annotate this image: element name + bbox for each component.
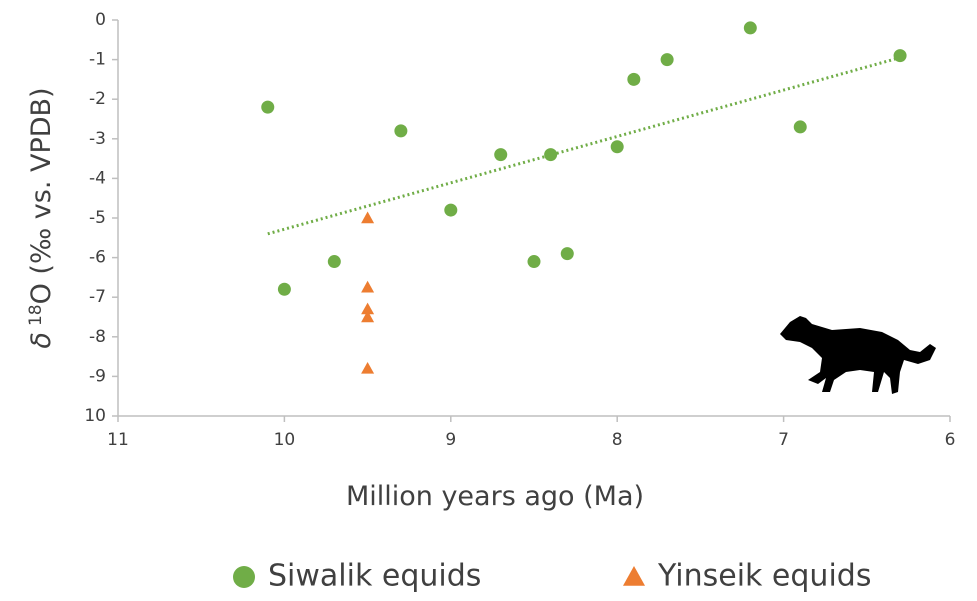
- point: [361, 211, 375, 224]
- point: [527, 255, 541, 269]
- y-tick-label: -2: [89, 89, 106, 109]
- y-label-text: O (‰ vs. VPDB): [26, 87, 57, 304]
- y-tick-label: -4: [89, 168, 106, 188]
- legend-label: Siwalik equids: [268, 559, 481, 594]
- y-tick-label: -7: [89, 287, 106, 307]
- point: [544, 148, 558, 162]
- y-tick-label: -6: [89, 248, 106, 268]
- point: [327, 255, 341, 269]
- x-tick-label: 9: [445, 430, 456, 450]
- point: [277, 282, 291, 296]
- point: [361, 310, 375, 323]
- legend-marker: [233, 566, 255, 588]
- y-tick-label: -5: [89, 208, 106, 228]
- x-tick-label: 8: [612, 430, 623, 450]
- point: [361, 302, 375, 315]
- y-label-symbol: δ: [26, 332, 57, 349]
- point: [394, 124, 408, 138]
- point: [261, 100, 275, 114]
- y-tick-label: -9: [89, 366, 106, 386]
- y-tick-label: 0: [95, 10, 106, 30]
- point: [610, 140, 624, 154]
- point: [560, 247, 574, 261]
- legend-marker: [623, 566, 645, 586]
- trendline: [267, 56, 901, 236]
- point: [627, 72, 641, 86]
- y-axis-label: δ 18O (‰ vs. VPDB): [26, 87, 57, 348]
- x-tick-label: 10: [274, 430, 296, 450]
- legend-label: Yinseik equids: [657, 559, 871, 594]
- horse-silhouette: [780, 316, 936, 394]
- point: [893, 49, 907, 63]
- point: [660, 53, 674, 67]
- point: [444, 203, 458, 217]
- x-tick-label: 7: [778, 430, 789, 450]
- point: [494, 148, 508, 162]
- point: [361, 280, 375, 293]
- y-tick-label: 10: [84, 406, 106, 426]
- y-label-superscript: 18: [26, 304, 46, 326]
- point: [793, 120, 807, 134]
- point: [743, 21, 757, 35]
- y-tick-label: -8: [89, 327, 106, 347]
- x-tick-label: 11: [107, 430, 129, 450]
- x-tick-label: 6: [945, 430, 956, 450]
- point: [361, 361, 375, 374]
- x-axis-label: Million years ago (Ma): [346, 481, 644, 512]
- y-tick-label: -3: [89, 129, 106, 149]
- y-tick-label: -1: [89, 50, 106, 70]
